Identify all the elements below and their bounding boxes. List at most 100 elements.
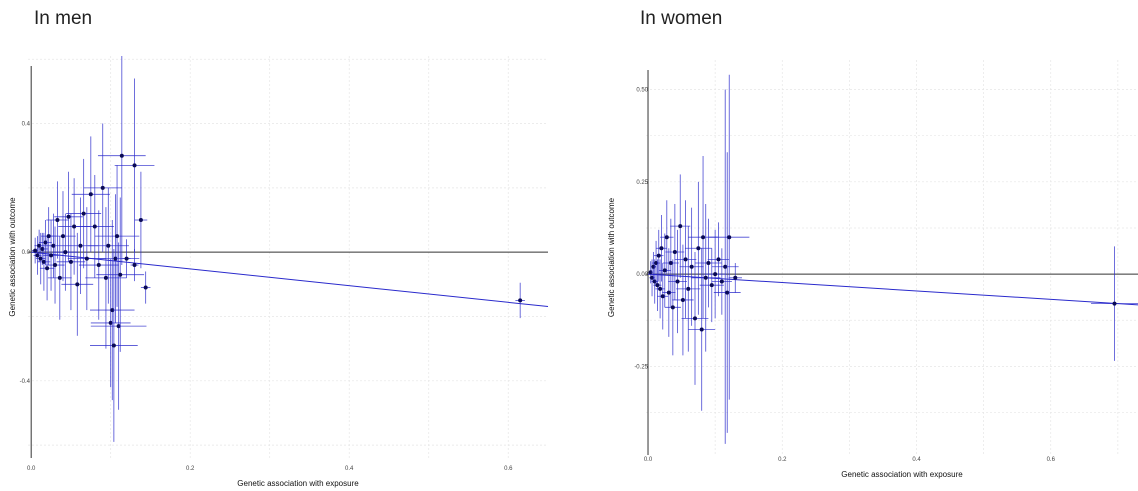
data-point [662, 268, 667, 273]
data-point [725, 290, 730, 295]
panel-men: 0.0 0.2 0.4 0.6 0.4 0.0 -0.4 Genetic associatio… [8, 56, 549, 488]
data-point [668, 261, 673, 266]
x-tick-label: 0.2 [778, 457, 787, 463]
data-point [689, 264, 694, 269]
y-axis-label: Genetic association with outcome [607, 197, 616, 317]
data-point [55, 218, 60, 223]
data-point [655, 283, 660, 288]
data-point [670, 305, 675, 310]
data-point [680, 297, 685, 302]
data-point [706, 261, 711, 266]
x-tick-label: 0.2 [186, 466, 195, 472]
data-point [92, 224, 97, 229]
data-point [108, 320, 113, 325]
y-tick-label: -0.4 [20, 379, 31, 385]
data-point [664, 235, 669, 240]
y-tick-label: 0.4 [22, 122, 31, 128]
data-point [659, 246, 664, 251]
data-point [119, 153, 124, 158]
data-point [656, 253, 661, 258]
data-point [719, 279, 724, 284]
data-point [37, 243, 42, 248]
x-tick-label: 0.0 [644, 457, 653, 463]
data-point [78, 243, 83, 248]
x-tick-label: 0.0 [27, 466, 36, 472]
data-point [49, 253, 54, 258]
data-point [103, 275, 108, 280]
data-point [672, 249, 677, 254]
data-point [51, 243, 56, 248]
data-point [40, 246, 45, 251]
data-point [43, 240, 48, 245]
data-point [692, 316, 697, 321]
data-point [41, 259, 46, 264]
data-point [63, 250, 68, 255]
data-point [75, 282, 80, 287]
data-point [84, 256, 89, 261]
data-point [683, 257, 688, 262]
panel-title-men: In men [34, 8, 93, 29]
data-point [1112, 301, 1117, 306]
y-tick-label: 0.25 [636, 180, 648, 186]
data-point [716, 257, 721, 262]
data-point [701, 235, 706, 240]
data-point [38, 256, 43, 261]
x-tick-label: 0.4 [345, 466, 354, 472]
data-point [727, 235, 732, 240]
data-point [118, 272, 123, 277]
data-point [723, 264, 728, 269]
data-point [703, 275, 708, 280]
data-point [132, 263, 137, 268]
data-point [124, 256, 129, 261]
data-point [686, 286, 691, 291]
data-point [132, 163, 137, 168]
data-point [696, 246, 701, 251]
data-point [33, 248, 38, 253]
x-tick-label: 0.6 [504, 466, 513, 472]
data-point [678, 224, 683, 229]
y-tick-label: -0.25 [634, 364, 648, 370]
data-point [115, 234, 120, 239]
data-point [88, 192, 93, 197]
data-point [675, 279, 680, 284]
data-point [733, 275, 738, 280]
data-point [81, 211, 86, 216]
data-point [35, 253, 40, 258]
data-point [658, 286, 663, 291]
data-point [45, 266, 50, 271]
y-axis-label: Genetic association with outcome [8, 197, 17, 317]
data-point [60, 234, 65, 239]
data-point [57, 275, 62, 280]
panel-women: 0.0 0.2 0.4 0.6 0.50 0.25 0.00 -0.25 Genetic ass… [607, 60, 1138, 479]
x-axis-label: Genetic association with exposure [237, 479, 359, 488]
data-point [111, 343, 116, 348]
regression-line [647, 273, 1138, 306]
data-point [116, 324, 121, 329]
y-tick-label: 0.0 [22, 250, 31, 256]
data-point [46, 234, 51, 239]
data-point [709, 283, 714, 288]
data-point [713, 272, 718, 277]
data-point [699, 327, 704, 332]
data-point [110, 308, 115, 313]
data-point [68, 259, 73, 264]
data-point [53, 263, 58, 268]
data-point [106, 243, 111, 248]
data-point [100, 185, 105, 190]
data-point [143, 285, 148, 290]
data-point [113, 256, 118, 261]
panel-title-women: In women [640, 8, 723, 29]
data-point [96, 263, 101, 268]
x-tick-label: 0.6 [1047, 457, 1056, 463]
data-point [138, 218, 143, 223]
data-point [518, 298, 523, 303]
data-point [660, 294, 665, 299]
data-point [66, 214, 71, 219]
data-point [666, 290, 671, 295]
x-tick-label: 0.4 [912, 457, 921, 463]
y-tick-label: 0.00 [636, 272, 648, 278]
x-axis-label: Genetic association with exposure [841, 470, 963, 479]
data-point [72, 224, 77, 229]
y-tick-label: 0.50 [636, 88, 648, 94]
